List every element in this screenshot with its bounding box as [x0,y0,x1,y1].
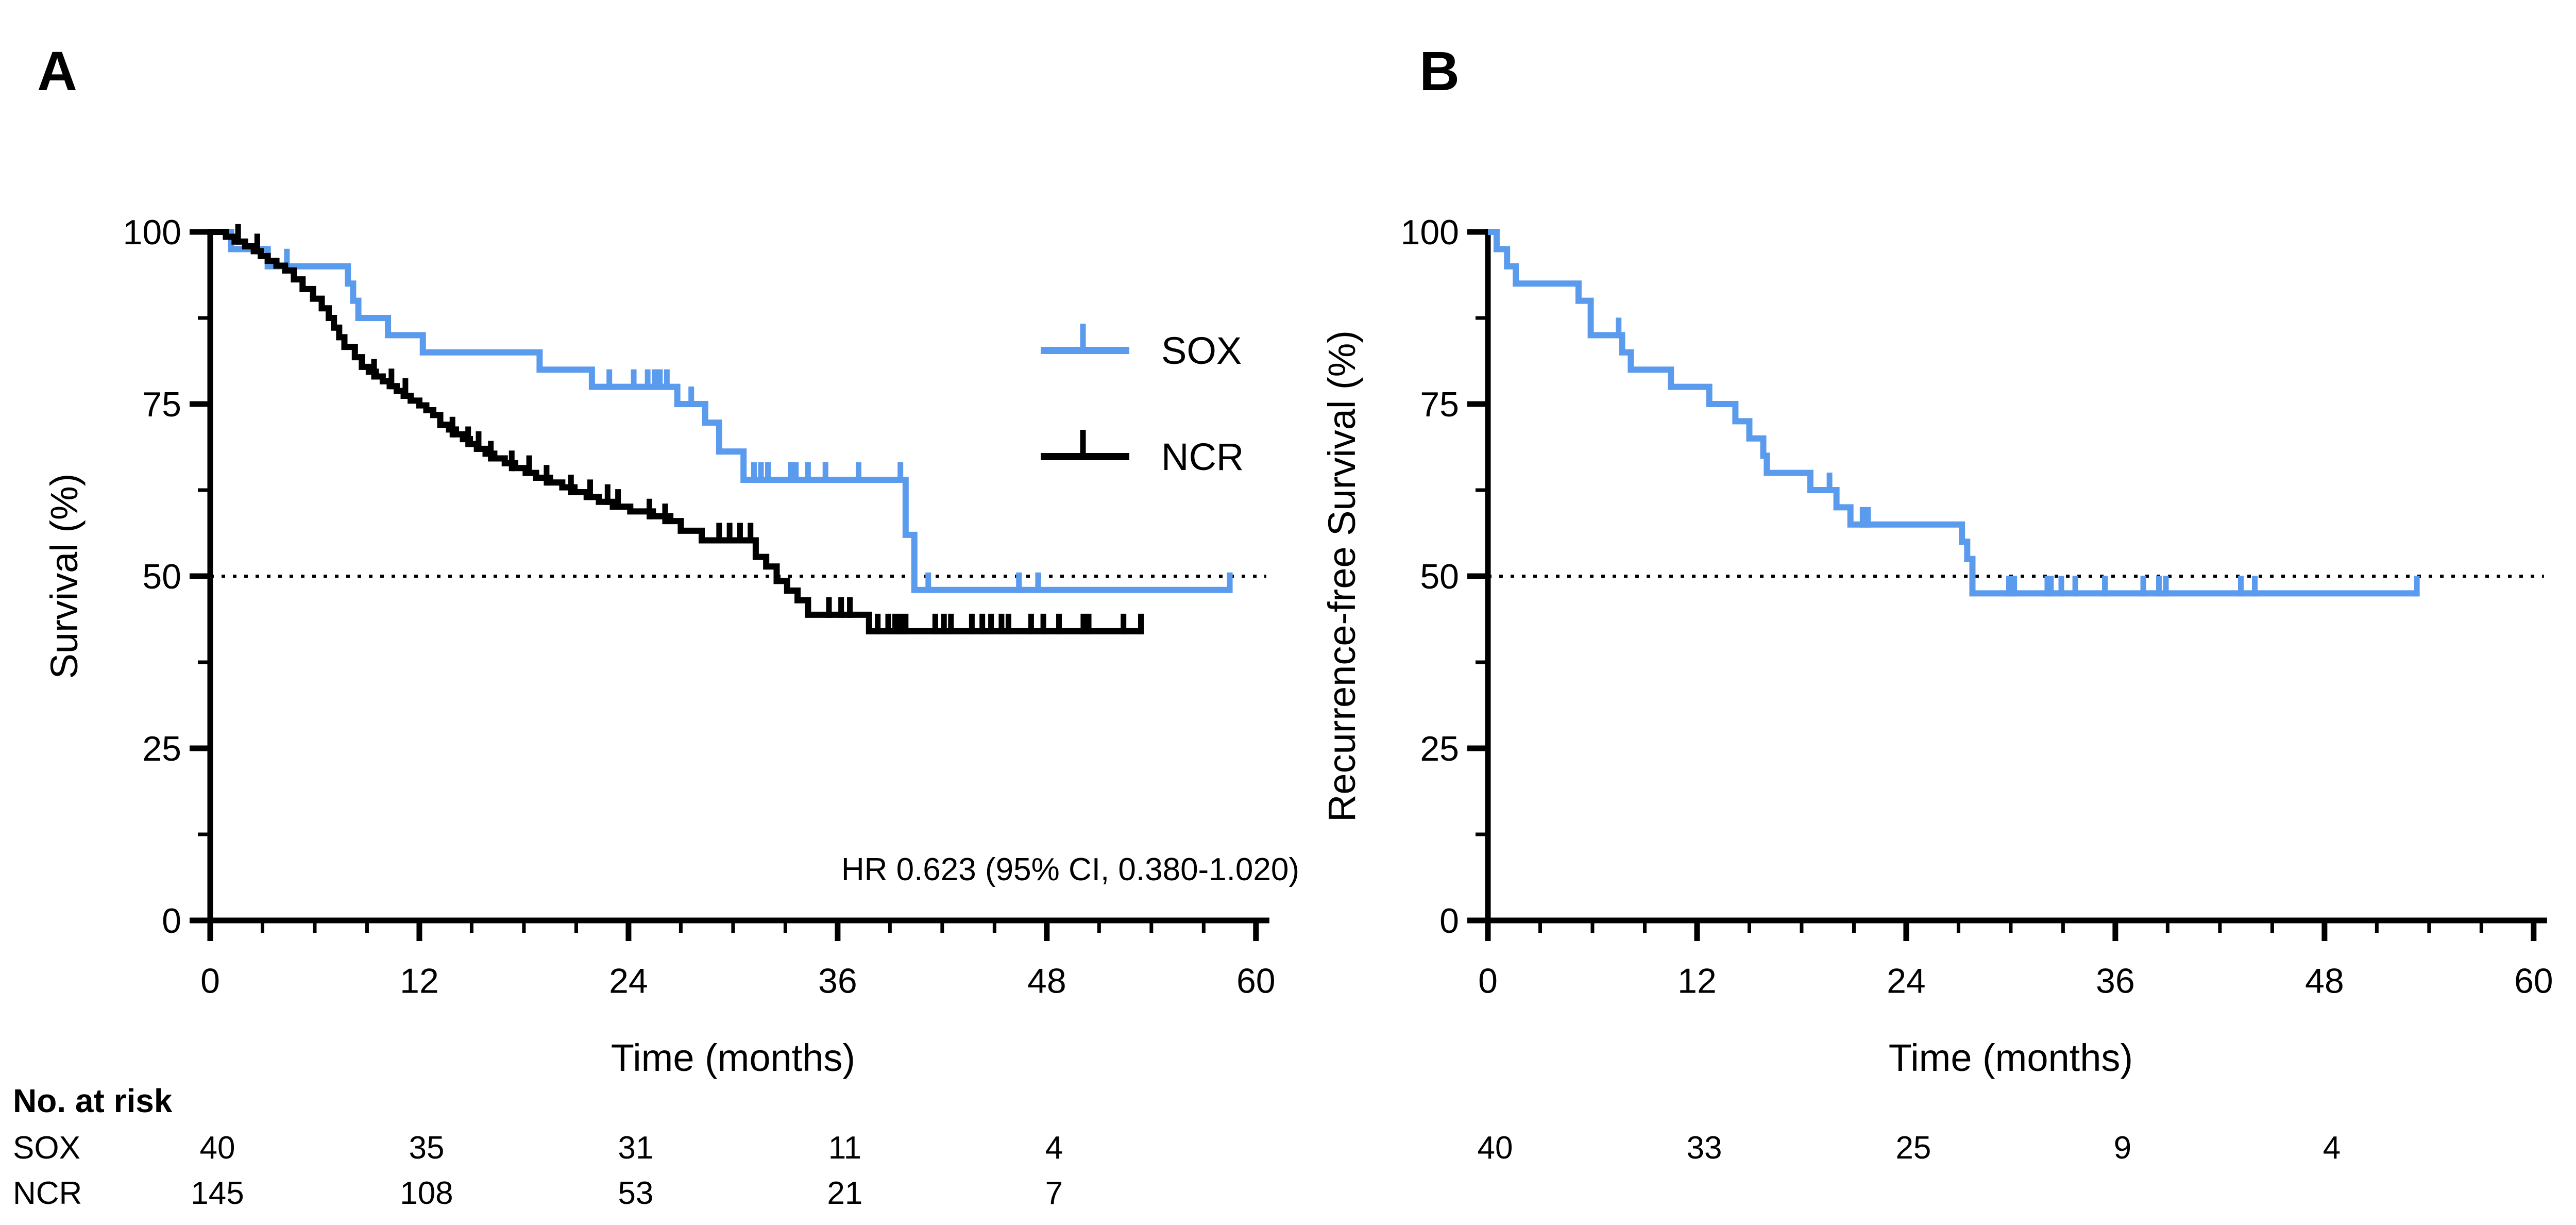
x-axis-title: Time (months) [1889,1036,2133,1079]
y-tick-label: 100 [1401,213,1459,252]
x-tick-label: 24 [609,961,648,1000]
panel-letter: A [37,40,77,102]
y-tick-label: 50 [142,557,181,596]
y-tick-label: 25 [1420,729,1459,768]
x-tick-label: 0 [1478,961,1498,1000]
risk-count: 4 [2323,1130,2341,1166]
x-tick-label: 60 [1236,961,1276,1000]
sox-km-curve [1488,229,2417,597]
risk-count: 4 [1045,1130,1063,1166]
hr-annotation: HR 0.623 (95% CI, 0.380-1.020) [841,852,1299,887]
sox-km-curve [210,229,1230,593]
x-tick-label: 48 [2305,961,2344,1000]
risk-row-sox: SOX 40 35 31 11 4 [13,1130,1063,1166]
y-tick-label: 0 [1439,901,1459,941]
y-tick-label: 75 [142,385,181,424]
risk-row: 40 33 25 9 4 [1478,1130,2341,1166]
y-tick-label: 25 [142,729,181,768]
risk-count: 31 [618,1130,653,1166]
sox-series [1488,229,2420,597]
x-tick-label: 12 [400,961,439,1000]
risk-count: 21 [827,1176,862,1211]
legend-item-ncr: NCR [1041,430,1244,478]
legend: SOX NCR [1041,324,1244,478]
axes: 0 25 50 75 100 0 12 24 36 48 60 [123,213,1276,1001]
risk-count: 35 [409,1130,444,1166]
x-tick-label: 0 [200,961,220,1000]
risk-count: 11 [828,1130,861,1166]
sox-series [210,229,1233,593]
x-axis-title: Time (months) [611,1036,855,1079]
risk-row-label: NCR [13,1176,82,1211]
axes: 0 25 50 75 100 0 12 24 36 48 60 [1401,213,2553,1001]
risk-table: No. at risk SOX 40 35 31 11 4 NCR 145 108 53 21 7 [13,1082,1063,1211]
y-tick-label: 0 [162,901,181,941]
x-tick-label: 36 [2096,961,2135,1000]
y-axis-title: Recurrence-free Survival (%) [1320,330,1363,822]
legend-label-ncr: NCR [1161,435,1244,478]
x-tick-label: 48 [1027,961,1066,1000]
ncr-series [210,224,1144,634]
legend-label-sox: SOX [1161,329,1242,372]
risk-count: 53 [618,1176,653,1211]
risk-table-header: No. at risk [13,1082,173,1119]
risk-count: 40 [1478,1130,1513,1166]
y-tick-label: 75 [1420,385,1459,424]
risk-table: 40 33 25 9 4 [1478,1130,2341,1166]
risk-count: 9 [2114,1130,2131,1166]
risk-row-label: SOX [13,1130,80,1166]
y-axis-title: Survival (%) [43,474,86,679]
risk-row-ncr: NCR 145 108 53 21 7 [13,1176,1063,1211]
risk-count: 40 [200,1130,235,1166]
x-tick-label: 36 [818,961,857,1000]
y-tick-label: 100 [123,213,181,252]
risk-count: 33 [1686,1130,1722,1166]
y-tick-label: 50 [1420,557,1459,596]
panel-b: B 0 25 50 75 100 0 12 24 36 48 60 Time (months) Recur… [1320,40,2553,1166]
panel-a: A 0 25 50 75 100 0 12 24 36 48 60 Time (months) Survi… [13,40,1299,1211]
x-tick-label: 12 [1677,961,1717,1000]
risk-count: 145 [191,1176,244,1211]
risk-count: 7 [1045,1176,1063,1211]
x-tick-label: 60 [2514,961,2553,1000]
risk-count: 25 [1895,1130,1931,1166]
legend-item-sox: SOX [1041,324,1242,372]
ncr-km-curve [210,229,1141,634]
x-tick-label: 24 [1887,961,1926,1000]
risk-count: 108 [400,1176,453,1211]
panel-letter: B [1419,40,1460,102]
